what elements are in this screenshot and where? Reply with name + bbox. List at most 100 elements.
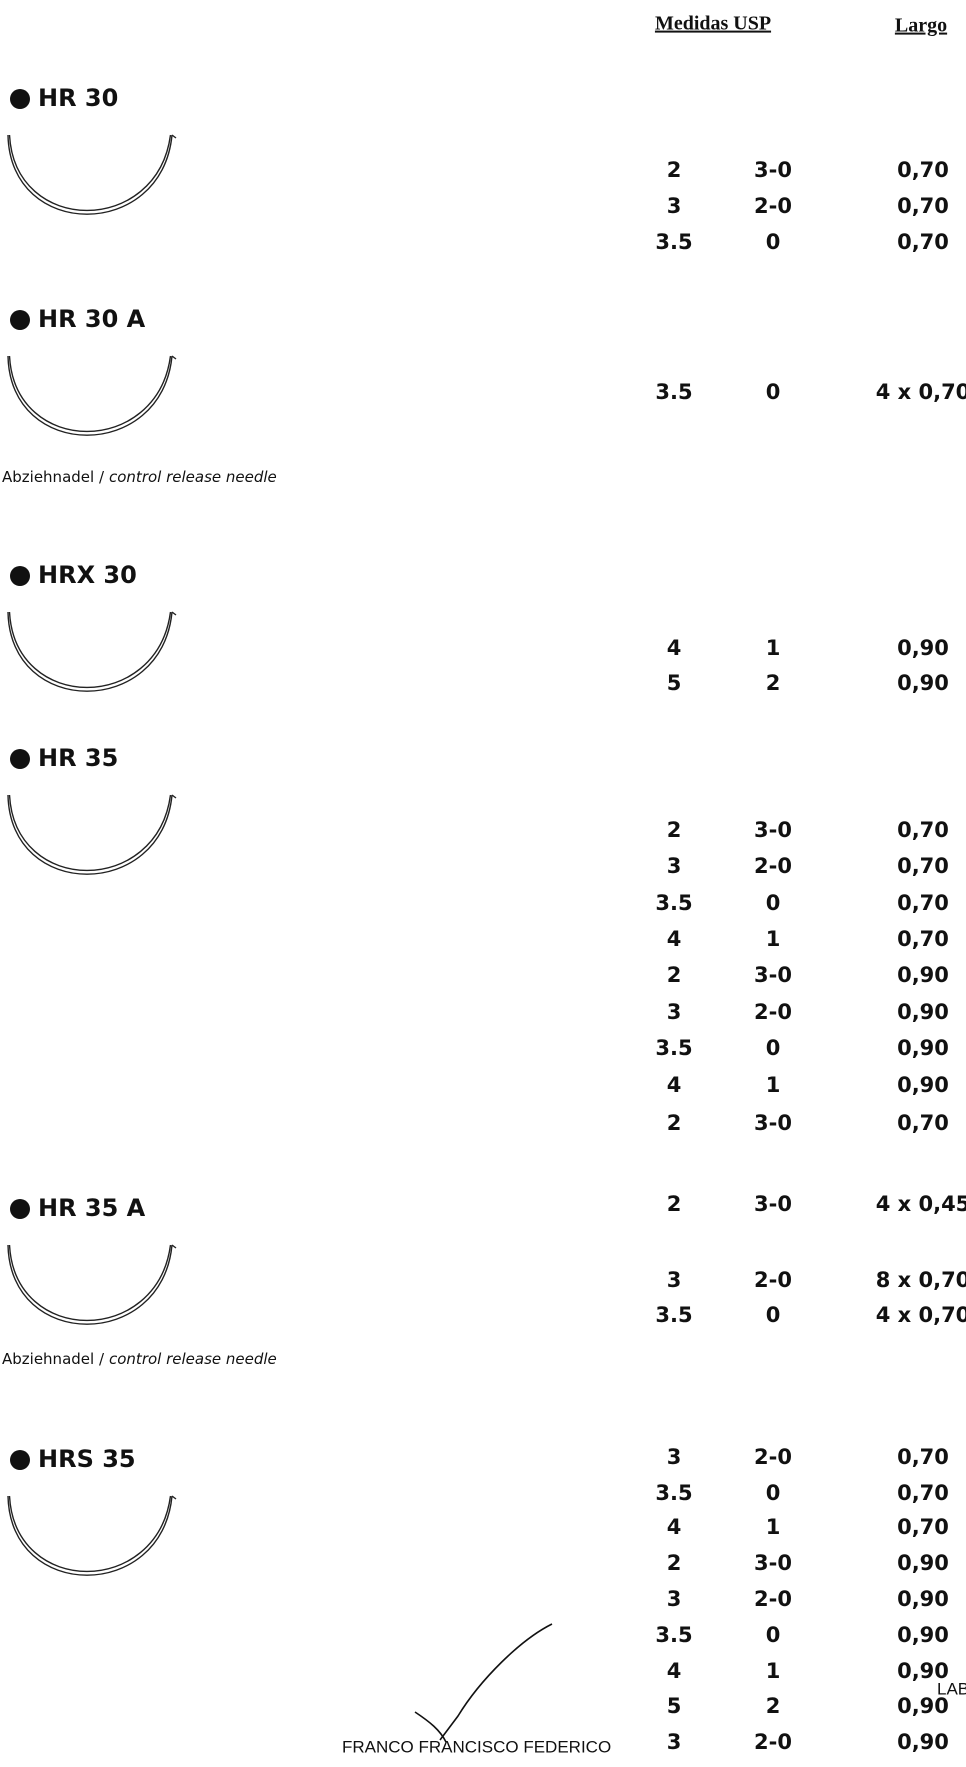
bullet [10,749,30,769]
cell-value: 2 [667,158,682,182]
section-title: HRS 35 [38,1445,136,1473]
needle-tip [171,1244,177,1249]
cell-value: 0,70 [897,1111,949,1135]
note-en: control release needle [109,468,277,486]
signature-name: FRANCO FRANCISCO FEDERICO [342,1737,611,1756]
section-title: HR 35 [38,744,118,772]
cell-value: 2 [667,963,682,987]
cell-value: 0,70 [897,891,949,915]
cell-value: 0 [766,380,781,404]
section-title: HR 30 A [38,305,146,333]
bullet [10,1199,30,1219]
cell-value: 4 [667,636,682,660]
cell-value: 3-0 [754,1111,792,1135]
cell-value: 1 [766,1659,781,1683]
note-en: control release needle [109,1350,277,1368]
cell-value: 0,90 [897,1551,949,1575]
stamp-text: LABOR [937,1679,966,1698]
needle-tip [171,134,177,139]
cell-value: 2 [766,1694,781,1718]
cell-value: 2-0 [754,854,792,878]
cell-value: 8 x 0,70 [876,1268,966,1292]
signature-stroke [414,1711,447,1743]
cell-value: 1 [766,1515,781,1539]
needle-icon [7,611,173,692]
needle-icon [8,611,172,688]
needle-tip [171,1495,177,1500]
cell-value: 3-0 [754,158,792,182]
bullet [10,1450,30,1470]
needle-icon [8,1495,172,1572]
cell-value: 0,70 [897,1515,949,1539]
cell-value: 0,90 [897,1694,949,1718]
cell-value: 2 [667,1551,682,1575]
cell-value: 3-0 [754,1551,792,1575]
note-de: Abziehnadel / [2,1350,105,1368]
cell-value: 2-0 [754,1445,792,1469]
bullet [10,566,30,586]
cell-value: 0,90 [897,671,949,695]
needle-icon [7,134,173,215]
cell-value: 0 [766,230,781,254]
cell-value: 0,70 [897,230,949,254]
cell-value: 3 [667,1268,682,1292]
cell-value: 0,90 [897,1036,949,1060]
needle-icon [8,794,172,871]
cell-value: 0,70 [897,1481,949,1505]
needle-tip [171,611,177,616]
section-title: HR 30 [38,84,118,112]
cell-value: 0 [766,1303,781,1327]
needle-icon [7,355,173,436]
cell-value: 3.5 [655,1623,692,1647]
cell-value: 0,70 [897,927,949,951]
cell-value: 1 [766,927,781,951]
needle-tip [171,794,177,799]
cell-value: 2-0 [754,1587,792,1611]
cell-value: 0,90 [897,963,949,987]
cell-value: 4 [667,927,682,951]
cell-value: 2-0 [754,194,792,218]
cell-value: 5 [667,671,682,695]
cell-value: 2 [667,1192,682,1216]
signature-stroke [439,1623,553,1741]
cell-value: 0 [766,1623,781,1647]
cell-value: 4 [667,1515,682,1539]
needle-icon [8,134,172,211]
cell-value: 4 x 0,70 [876,1303,966,1327]
header-usp: Medidas USP [655,13,771,35]
cell-value: 3 [667,1587,682,1611]
cell-value: 4 x 0,70 [876,380,966,404]
header-largo: Largo [895,15,947,37]
section-title: HR 35 A [38,1194,146,1222]
cell-value: 2 [766,671,781,695]
cell-value: 3 [667,1000,682,1024]
note: Abziehnadel / control release needle [2,1350,277,1368]
needle-icon [8,1244,172,1321]
cell-value: 3 [667,194,682,218]
cell-value: 0,90 [897,636,949,660]
cell-value: 3.5 [655,380,692,404]
bullet [10,310,30,330]
cell-value: 0,90 [897,1587,949,1611]
cell-value: 3 [667,1730,682,1754]
cell-value: 3 [667,1445,682,1469]
needle-icon [7,1244,173,1325]
note: Abziehnadel / control release needle [2,468,277,486]
bullet [10,89,30,109]
cell-value: 4 [667,1659,682,1683]
cell-value: 3-0 [754,1192,792,1216]
cell-value: 0 [766,1036,781,1060]
cell-value: 0,70 [897,194,949,218]
note-de: Abziehnadel / [2,468,105,486]
cell-value: 1 [766,1073,781,1097]
cell-value: 3-0 [754,963,792,987]
needle-icon [8,355,172,432]
cell-value: 1 [766,636,781,660]
section-title: HRX 30 [38,561,137,589]
cell-value: 0,70 [897,1445,949,1469]
cell-value: 3.5 [655,891,692,915]
cell-value: 3.5 [655,1036,692,1060]
cell-value: 0,90 [897,1659,949,1683]
cell-value: 0,90 [897,1730,949,1754]
